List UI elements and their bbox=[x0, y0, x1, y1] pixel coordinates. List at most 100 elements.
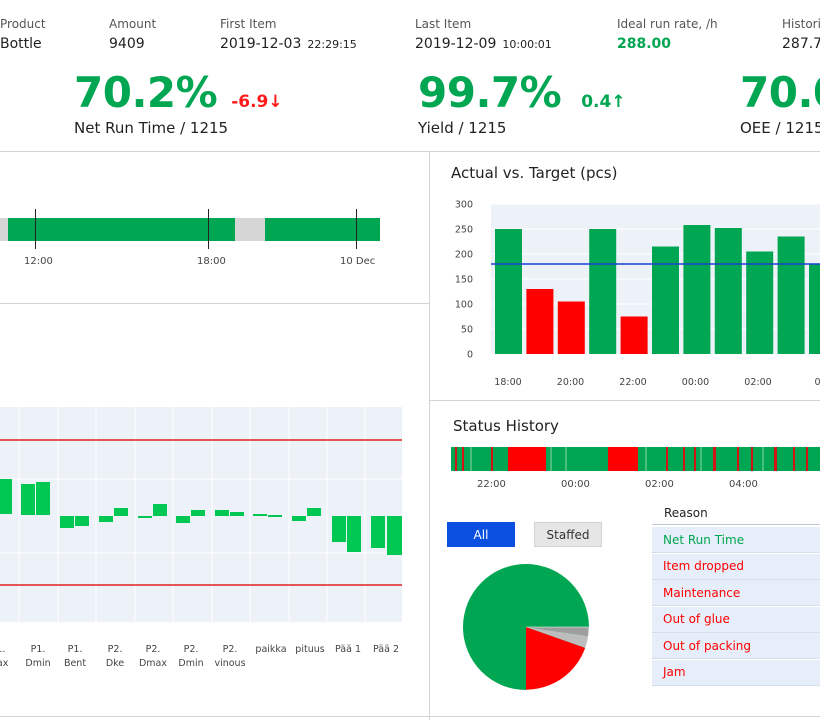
first-item-label: First Item bbox=[220, 17, 277, 31]
category-label: P2. Dmax bbox=[133, 643, 173, 671]
kpi-value: 70.2% bbox=[74, 68, 218, 117]
kpi-delta: 0.4↑ bbox=[581, 92, 625, 112]
category-label-line: P2. bbox=[107, 644, 123, 655]
arrow-up-icon: ↑ bbox=[611, 92, 626, 112]
divider bbox=[429, 151, 430, 720]
deviation-bar bbox=[347, 516, 361, 552]
last-item-label: Last Item bbox=[415, 17, 472, 31]
divider bbox=[652, 524, 820, 525]
timeline-chart bbox=[0, 209, 380, 249]
x-tick-label: 00:00 bbox=[682, 377, 709, 388]
deviation-bar bbox=[332, 516, 346, 542]
x-tick-label: 20:00 bbox=[557, 377, 584, 388]
deviation-bar bbox=[292, 516, 306, 521]
filter-all-button[interactable]: All bbox=[447, 522, 515, 547]
ideal-rate-label: Ideal run rate, /h bbox=[617, 17, 718, 31]
status-tick-label: 00:00 bbox=[561, 479, 590, 490]
timeline-tick-label: 12:00 bbox=[24, 256, 53, 267]
category-label-line: paikka bbox=[255, 644, 287, 655]
bar bbox=[714, 228, 742, 354]
category-label-line: Dmin bbox=[25, 658, 51, 669]
category-label: P1. max bbox=[0, 643, 18, 671]
bar bbox=[526, 289, 554, 354]
measurement-chart bbox=[0, 407, 402, 622]
category-label: P1. Bent bbox=[55, 643, 95, 671]
reason-header: Reason bbox=[664, 506, 708, 520]
bar bbox=[652, 246, 679, 354]
deviation-bars bbox=[0, 479, 402, 555]
category-label: P2. Dmin bbox=[171, 643, 211, 671]
deviation-bar bbox=[153, 504, 167, 516]
ideal-rate-value: 288.00 bbox=[617, 36, 672, 52]
filter-staffed-button[interactable]: Staffed bbox=[534, 522, 602, 547]
deviation-bar bbox=[0, 479, 12, 514]
kpi-label: Net Run Time / 1215 bbox=[74, 119, 229, 137]
divider bbox=[0, 303, 429, 304]
reason-row[interactable]: Jam bbox=[652, 659, 820, 686]
category-label: paikka bbox=[251, 643, 291, 657]
kpi-delta-value: -6.9 bbox=[231, 92, 269, 112]
y-tick-label: 50 bbox=[461, 325, 473, 336]
arrow-down-icon: ↓ bbox=[268, 92, 283, 112]
x-tick-label: 22:00 bbox=[619, 377, 646, 388]
last-item-time: 10:00:01 bbox=[502, 38, 552, 51]
history-label: Histori bbox=[782, 17, 820, 31]
timeline-segment-idle bbox=[0, 218, 8, 241]
y-tick-label: 250 bbox=[455, 225, 473, 236]
deviation-bar bbox=[371, 516, 385, 548]
category-label-line: max bbox=[0, 658, 9, 669]
reason-row[interactable]: Maintenance bbox=[652, 580, 820, 606]
bar bbox=[495, 229, 522, 354]
x-tick-label: 02:00 bbox=[744, 377, 771, 388]
category-label: P2. vinous bbox=[210, 643, 250, 671]
kpi-value: 99.7% bbox=[418, 68, 562, 117]
first-item-value: 2019-12-03 22:29:15 bbox=[220, 36, 357, 52]
deviation-bar bbox=[75, 516, 89, 526]
category-label-line: P1. bbox=[0, 644, 6, 655]
deviation-bar bbox=[191, 510, 205, 516]
category-label-line: P2. bbox=[183, 644, 199, 655]
deviation-bar bbox=[60, 516, 74, 528]
status-segment-stop bbox=[508, 447, 546, 471]
deviation-bar bbox=[114, 508, 128, 516]
category-label-line: pituus bbox=[295, 644, 325, 655]
category-label-line: Pää 2 bbox=[372, 644, 399, 655]
bar bbox=[683, 225, 711, 354]
product-value: Bottle bbox=[0, 36, 42, 52]
amount-label: Amount bbox=[109, 17, 157, 31]
category-label-line: vinous bbox=[214, 658, 246, 669]
amount-value: 9409 bbox=[109, 36, 145, 52]
status-tick-label: 02:00 bbox=[645, 479, 674, 490]
actual-vs-target-title: Actual vs. Target (pcs) bbox=[451, 164, 618, 182]
kpi-label: Yield / 1215 bbox=[418, 119, 507, 137]
kpi-delta-value: 0.4 bbox=[581, 92, 612, 112]
reason-row[interactable]: Out of glue bbox=[652, 606, 820, 633]
y-tick-label: 200 bbox=[455, 250, 473, 261]
history-value: 287.7 bbox=[782, 36, 820, 52]
deviation-bar bbox=[99, 516, 113, 522]
pie-slice-other bbox=[526, 627, 589, 636]
deviation-bar bbox=[36, 482, 50, 515]
last-item-date: 2019-12-09 bbox=[415, 36, 497, 52]
deviation-bar bbox=[253, 514, 267, 516]
kpi-net-run-time: 70.2% -6.9↓ bbox=[74, 68, 283, 117]
y-tick-label: 100 bbox=[455, 300, 473, 311]
category-label-line: P2. bbox=[222, 644, 238, 655]
reason-row[interactable]: Net Run Time bbox=[652, 527, 820, 553]
category-label-line: Dmax bbox=[138, 658, 167, 669]
bar bbox=[589, 229, 617, 354]
status-tick-label: 04:00 bbox=[729, 479, 758, 490]
category-label-line: Dke bbox=[105, 658, 125, 669]
category-label-line: P1. bbox=[30, 644, 46, 655]
category-label-line: P1. bbox=[67, 644, 83, 655]
x-tick-label: 18:00 bbox=[494, 377, 521, 388]
reason-row[interactable]: Out of packing bbox=[652, 633, 820, 659]
timeline-segment-run bbox=[265, 218, 380, 241]
category-label: P2. Dke bbox=[95, 643, 135, 671]
divider bbox=[0, 151, 820, 152]
kpi-yield: 99.7% 0.4↑ bbox=[418, 68, 626, 117]
deviation-bar bbox=[307, 508, 321, 516]
reason-row[interactable]: Item dropped bbox=[652, 553, 820, 580]
first-item-time: 22:29:15 bbox=[307, 38, 357, 51]
category-label: Pää 2 bbox=[366, 643, 406, 657]
